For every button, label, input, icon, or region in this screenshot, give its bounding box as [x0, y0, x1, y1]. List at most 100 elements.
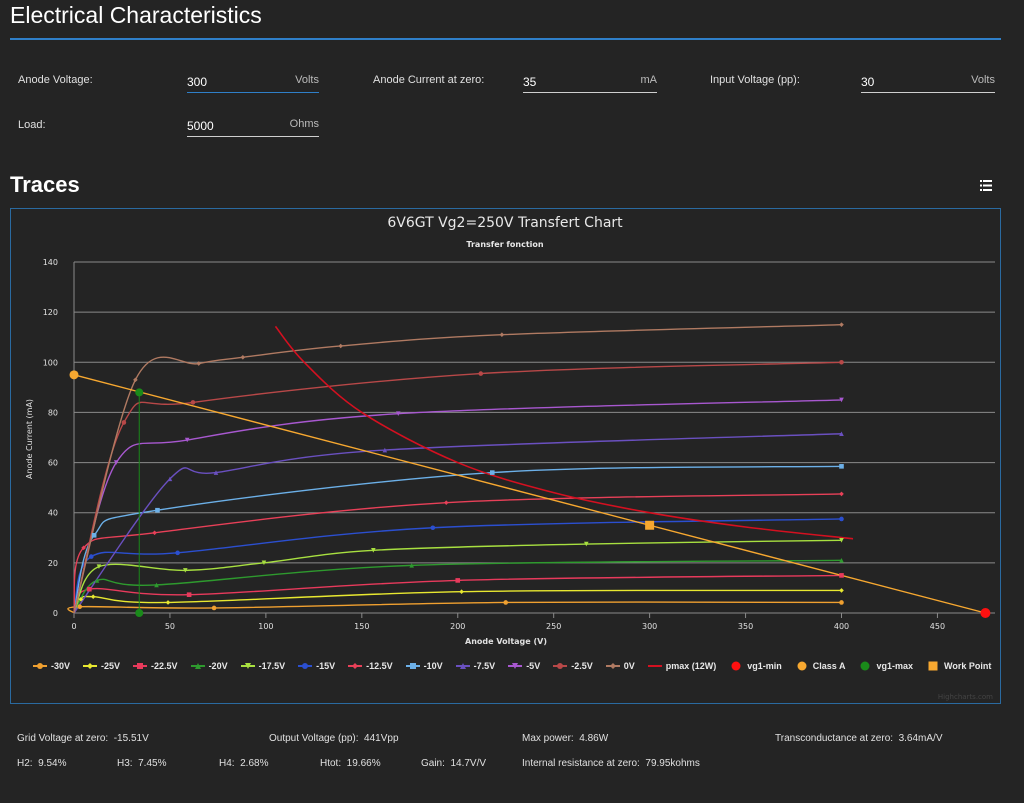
load-value: 5000	[187, 119, 214, 133]
legend-label: Work Point	[943, 661, 992, 671]
legend-item--2-5v[interactable]: -2.5V	[553, 661, 593, 671]
y-tick-label: 80	[48, 408, 58, 417]
data-point--5v	[184, 437, 190, 443]
legend-item-work-point[interactable]: Work Point	[926, 661, 991, 671]
legend-symbol-icon	[83, 663, 98, 669]
transfer-chart: 6V6GT Vg2=250V Transfert Chart Transfer …	[25, 215, 995, 701]
legend-label: -10V	[423, 661, 443, 671]
data-point--7-5v	[382, 447, 388, 453]
data-point--15v	[839, 516, 844, 522]
data-point--17-5v	[839, 537, 844, 543]
legend-symbol-icon	[860, 661, 870, 671]
x-tick-label: 150	[354, 622, 369, 631]
data-point--20v	[409, 563, 414, 568]
x-tick-label: 0	[71, 622, 76, 631]
data-point--12-5v	[839, 491, 844, 497]
anode-voltage-input[interactable]: 300 Volts	[187, 72, 319, 93]
legend-symbol-icon	[455, 663, 470, 669]
input-voltage-label: Input Voltage (pp):	[710, 74, 800, 86]
data-point--10v	[155, 507, 160, 513]
htot-result: Htot: 19.66%	[320, 758, 381, 769]
data-point--7-5v	[167, 476, 173, 482]
legend-symbol-icon	[33, 663, 47, 669]
legend-label: -25V	[101, 661, 121, 671]
h2-result: H2: 9.54%	[17, 758, 67, 769]
legend-symbol-icon	[133, 663, 148, 669]
y-tick-label: 0	[53, 609, 58, 618]
data-point--22-5v	[839, 573, 844, 578]
legend-label: -7.5V	[473, 661, 496, 671]
data-point-vg1-max	[135, 388, 144, 397]
legend-item-0v[interactable]: 0V	[605, 661, 635, 671]
legend-symbol-icon	[508, 663, 523, 669]
legend-label: 0V	[623, 661, 635, 671]
anode-voltage-unit: Volts	[295, 74, 319, 86]
anode-current-label: Anode Current at zero:	[373, 74, 485, 86]
load-input[interactable]: 5000 Ohms	[187, 116, 319, 137]
data-point-work-point	[645, 520, 655, 530]
legend-item--17-5v[interactable]: -17.5V	[240, 661, 286, 671]
legend-item-vg1-min[interactable]: vg1-min	[729, 661, 782, 671]
legend-label: -17.5V	[258, 661, 286, 671]
legend-item--15v[interactable]: -15V	[298, 661, 335, 671]
legend-item-pmax-12w-[interactable]: pmax (12W)	[647, 661, 716, 671]
data-point--10v	[489, 470, 495, 475]
y-axis-label: Anode Current (mA)	[25, 399, 34, 479]
x-tick-label: 100	[258, 622, 273, 631]
data-point-0v	[839, 322, 844, 327]
h3-result: H3: 7.45%	[117, 758, 167, 769]
data-point--12-5v	[443, 500, 449, 505]
anode-current-input[interactable]: 35 mA	[523, 72, 657, 93]
legend-symbol-icon	[605, 663, 620, 669]
chart-legend: -30V -25V -22.5V -20V -17.5V -15V -12.5V -10V -7…	[33, 661, 993, 671]
chart-container: 6V6GT Vg2=250V Transfert Chart Transfer …	[10, 208, 1001, 704]
legend-item--7-5v[interactable]: -7.5V	[455, 661, 496, 671]
legend-item--12-5v[interactable]: -12.5V	[348, 661, 393, 671]
max-power-result: Max power: 4.86W	[522, 733, 609, 744]
transconductance-result: Transconductance at zero: 3.64mA/V	[775, 733, 943, 744]
anode-current-value: 35	[523, 75, 537, 89]
y-tick-label: 140	[43, 258, 58, 267]
data-point-0v	[196, 361, 202, 366]
data-point-0v	[133, 377, 138, 383]
legend-symbol-icon	[405, 663, 420, 669]
series-line--5v	[73, 399, 842, 614]
input-voltage-input[interactable]: 30 Volts	[861, 72, 995, 93]
data-point--17-5v	[182, 568, 188, 573]
hamburger-menu-icon[interactable]	[980, 180, 992, 191]
y-tick-label: 100	[43, 358, 58, 367]
data-point--2-5v	[478, 371, 484, 376]
series-line-0v	[73, 323, 842, 614]
legend-label: vg1-min	[747, 661, 782, 671]
data-point--22-5v	[87, 586, 92, 592]
y-tick-label: 20	[48, 559, 58, 568]
legend-label: -15V	[316, 661, 336, 671]
data-point--20v	[94, 578, 100, 583]
legend-item--10v[interactable]: -10V	[405, 661, 443, 671]
legend-item--22-5v[interactable]: -22.5V	[133, 661, 178, 671]
legend-item--30v[interactable]: -30V	[33, 661, 70, 671]
data-point-0v	[499, 332, 505, 338]
legend-item--25v[interactable]: -25V	[83, 661, 120, 671]
data-point-0v	[338, 343, 344, 349]
legend-item-class-a[interactable]: Class A	[795, 661, 845, 671]
data-point--7-5v	[213, 470, 219, 475]
data-point--25v	[78, 596, 84, 602]
legend-symbol-icon	[797, 661, 807, 671]
legend-item--20v[interactable]: -20V	[190, 661, 228, 671]
data-point--22-5v	[186, 592, 192, 597]
legend-item-vg1-max[interactable]: vg1-max	[858, 661, 913, 671]
data-point--20v	[154, 582, 159, 588]
data-point--17-5v	[371, 548, 376, 553]
series-line--7-5v	[73, 433, 842, 614]
y-tick-label: 120	[43, 308, 58, 317]
series-line--2-5v	[73, 361, 842, 614]
data-point--15v	[88, 554, 94, 559]
data-point--30v	[77, 604, 83, 610]
traces-title: Traces	[10, 172, 80, 197]
legend-item--5v[interactable]: -5V	[508, 661, 540, 671]
input-voltage-unit: Volts	[971, 74, 995, 86]
page-title: Electrical Characteristics	[10, 2, 262, 28]
data-point--25v	[165, 600, 171, 605]
data-point--17-5v	[584, 541, 589, 547]
